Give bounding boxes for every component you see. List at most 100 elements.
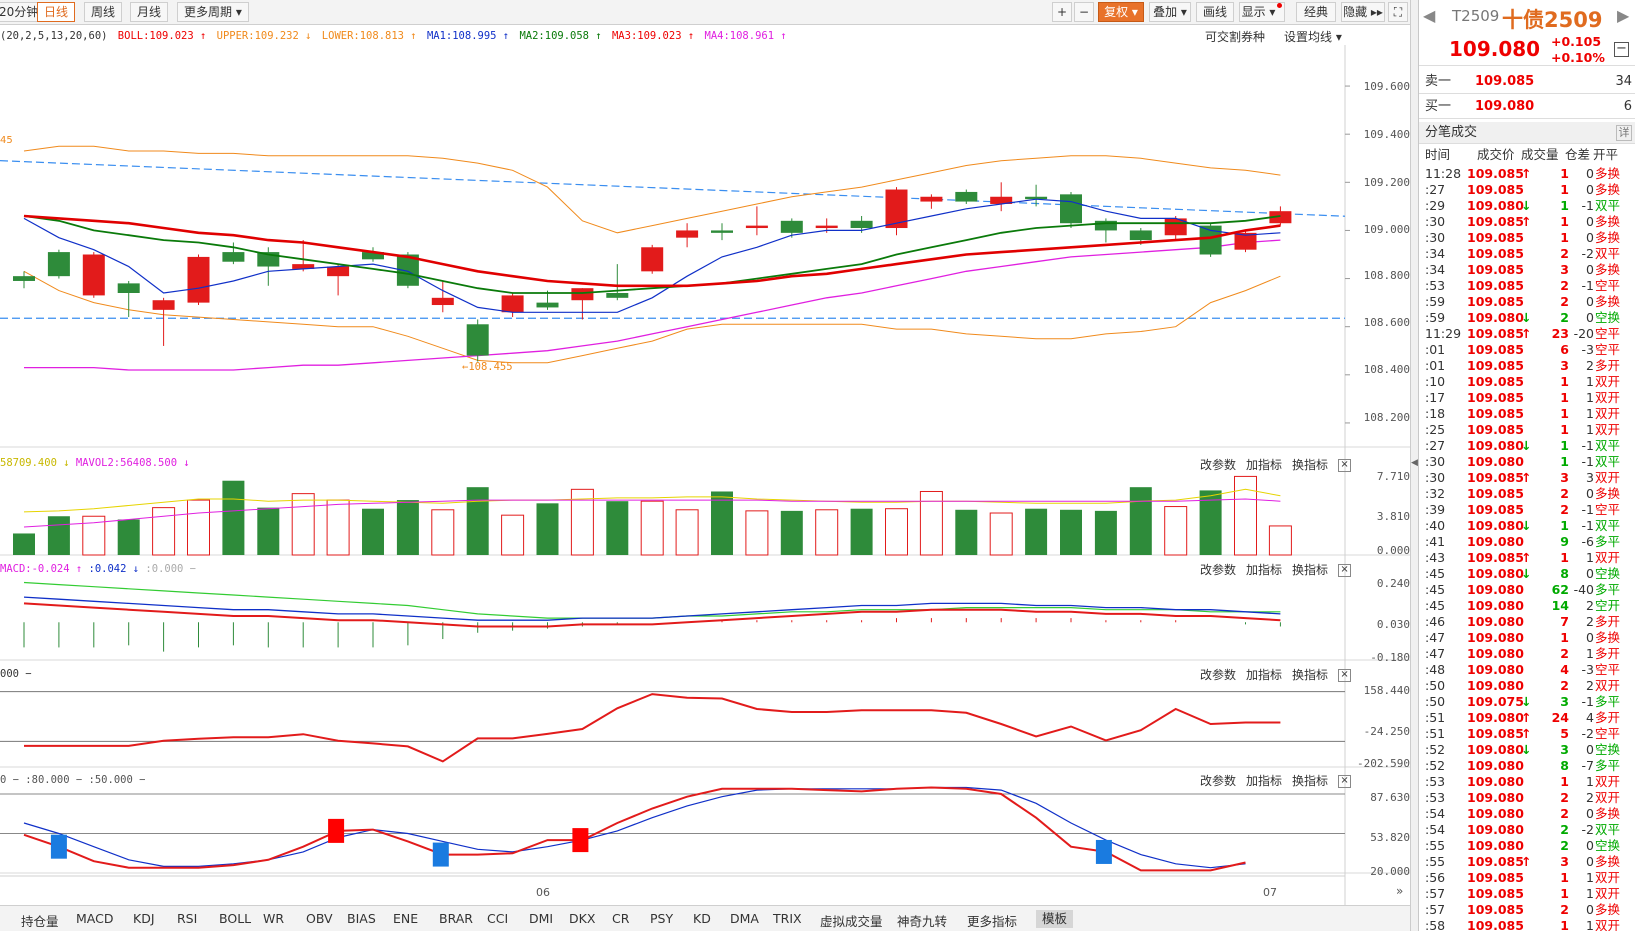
tick-volume: 4 xyxy=(1560,662,1569,677)
set-ma-dropdown[interactable]: 设置均线 ▾ xyxy=(1284,30,1342,44)
tab-daily[interactable]: 日线 xyxy=(37,2,76,22)
tick-row: :53 109.080 2 2 双开 xyxy=(1419,790,1635,806)
candle-body xyxy=(431,297,454,306)
close-pane-icon[interactable]: × xyxy=(1338,669,1352,682)
add-indicator-button[interactable]: 加指标 xyxy=(1246,668,1283,682)
main-ytick: 108.600 xyxy=(1363,316,1410,329)
classic-button[interactable]: 经典 xyxy=(1296,2,1336,22)
volume-bar xyxy=(640,500,664,556)
close-pane-icon[interactable]: × xyxy=(1338,459,1352,472)
tick-time: :01 xyxy=(1425,342,1446,357)
indicator-tab[interactable]: BRAR xyxy=(439,911,473,926)
modify-params-button[interactable]: 改参数 xyxy=(1200,458,1237,472)
tick-row: :52 109.080 ↓ 3 0 空换 xyxy=(1419,742,1635,758)
volume-bar xyxy=(919,490,943,556)
volume-bar xyxy=(117,519,140,555)
volume-bar xyxy=(1060,509,1082,555)
indicator-tab[interactable]: BIAS xyxy=(347,911,376,926)
draw-line-button[interactable]: 画线 xyxy=(1196,2,1234,22)
indicator-tab[interactable]: KD xyxy=(693,911,711,926)
contract-code: T2509 xyxy=(1452,7,1500,25)
ticks-detail-button[interactable]: 详 xyxy=(1616,125,1632,141)
switch-indicator-button[interactable]: 换指标 xyxy=(1292,563,1329,577)
next-icon[interactable]: ▶ xyxy=(1617,6,1630,25)
hide-panel-button[interactable]: 隐藏 ▸▸ xyxy=(1341,2,1385,22)
tick-type: 空平 xyxy=(1595,502,1621,517)
x-tick-07: 07 xyxy=(1263,886,1277,899)
switch-indicator-button[interactable]: 换指标 xyxy=(1292,668,1329,682)
add-indicator-button[interactable]: 加指标 xyxy=(1246,458,1283,472)
indicator-tab[interactable]: DMI xyxy=(529,911,554,926)
tab-weekly[interactable]: 周线 xyxy=(84,2,123,22)
prev-icon[interactable]: ◀ xyxy=(1423,6,1436,25)
tick-type: 双开 xyxy=(1595,870,1621,885)
indicator-tab[interactable]: ENE xyxy=(393,911,419,926)
volume-bar xyxy=(570,488,594,556)
indicator-tab[interactable]: DMA xyxy=(730,911,759,926)
indicator-tab[interactable]: CCI xyxy=(487,911,509,926)
indicator-tab[interactable]: KDJ xyxy=(133,911,155,926)
tick-type: 双开 xyxy=(1595,422,1621,437)
modify-params-button[interactable]: 改参数 xyxy=(1200,774,1237,788)
tab-more-periods[interactable]: 更多周期 ▾ xyxy=(177,2,249,22)
volume-bar xyxy=(362,508,384,555)
cci-ytick: 158.440 xyxy=(1363,684,1410,697)
candle-body xyxy=(1129,230,1152,241)
cci-pane-tools: 改参数 加指标 换指标 × xyxy=(1190,666,1352,683)
indicator-tab[interactable]: 持仓量 xyxy=(21,914,59,929)
tick-type: 多开 xyxy=(1595,646,1621,661)
close-pane-icon[interactable]: × xyxy=(1338,564,1352,577)
indicator-tab[interactable]: 模板 xyxy=(1036,910,1074,928)
tick-price: 109.080 xyxy=(1467,662,1524,677)
indicator-tab[interactable]: TRIX xyxy=(773,911,802,926)
tick-price: 109.085 xyxy=(1467,390,1524,405)
tick-price: 109.080 xyxy=(1467,710,1524,725)
indicator-tab[interactable]: OBV xyxy=(306,911,333,926)
tick-price: 109.085 xyxy=(1467,486,1524,501)
panel-splitter[interactable]: ◀ xyxy=(1410,0,1418,931)
tick-oi-change: 0 xyxy=(1586,486,1594,501)
tick-oi-change: -1 xyxy=(1581,694,1594,709)
zoom-out-button[interactable]: − xyxy=(1074,2,1094,22)
scroll-right-icon[interactable]: » xyxy=(1396,884,1404,898)
add-indicator-button[interactable]: 加指标 xyxy=(1246,563,1283,577)
display-button[interactable]: 显示 ▾ xyxy=(1239,2,1285,22)
indicator-tab[interactable]: MACD xyxy=(76,911,114,926)
overlay-button[interactable]: 叠加 ▾ xyxy=(1149,2,1191,22)
modify-params-button[interactable]: 改参数 xyxy=(1200,668,1237,682)
indicator-tab[interactable]: CR xyxy=(612,911,630,926)
switch-indicator-button[interactable]: 换指标 xyxy=(1292,774,1329,788)
indicator-tab[interactable]: WR xyxy=(263,911,285,926)
tick-type: 双平 xyxy=(1595,822,1621,837)
tab-monthly[interactable]: 月线 xyxy=(130,2,169,22)
indicator-tab[interactable]: 虚拟成交量 xyxy=(820,914,883,929)
close-pane-icon[interactable]: × xyxy=(1338,775,1352,788)
tick-price: 109.080 xyxy=(1467,774,1524,789)
indicator-tab[interactable]: BOLL xyxy=(219,911,252,926)
indicator-tab[interactable]: RSI xyxy=(177,911,198,926)
tick-volume: 1 xyxy=(1560,182,1569,197)
zoom-in-button[interactable]: + xyxy=(1052,2,1072,22)
add-indicator-button[interactable]: 加指标 xyxy=(1246,774,1283,788)
tick-type: 多换 xyxy=(1595,182,1621,197)
indicator-tab[interactable]: DKX xyxy=(569,911,596,926)
fullscreen-icon[interactable]: ⛶ xyxy=(1388,2,1408,22)
collapse-toggle[interactable]: − xyxy=(1614,42,1629,57)
modify-params-button[interactable]: 改参数 xyxy=(1200,563,1237,577)
switch-indicator-button[interactable]: 换指标 xyxy=(1292,458,1329,472)
quote-panel: ◀ T2509 十债2509 ▶ 109.080 +0.105 +0.10% −… xyxy=(1418,0,1635,931)
indicator-tab[interactable]: PSY xyxy=(650,911,674,926)
tick-volume: 1 xyxy=(1560,870,1569,885)
tick-price: 109.085 xyxy=(1467,246,1524,261)
chart-canvas[interactable] xyxy=(0,25,1410,905)
ask-label: 卖一 xyxy=(1425,74,1452,89)
kd-signal-marker xyxy=(432,842,449,867)
adjust-rights-button[interactable]: 复权 ▾ xyxy=(1098,2,1144,22)
indicator-tab[interactable]: 神奇九转 xyxy=(897,914,948,929)
tick-price: 109.085 xyxy=(1467,406,1524,421)
tick-volume: 24 xyxy=(1551,710,1569,725)
volume-bar xyxy=(1234,475,1257,556)
tradable-bonds-link[interactable]: 可交割券种 xyxy=(1205,30,1266,44)
indicator-tab[interactable]: 更多指标 xyxy=(967,914,1018,929)
lower-value: LOWER:108.813 ↑ xyxy=(321,30,417,42)
